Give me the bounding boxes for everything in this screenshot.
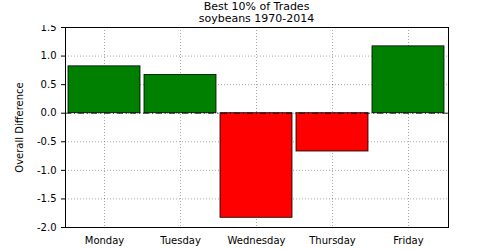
svg-text:0.0: 0.0: [41, 107, 57, 118]
svg-text:-1.0: -1.0: [37, 165, 57, 176]
svg-text:Friday: Friday: [393, 235, 423, 246]
svg-text:Thursday: Thursday: [308, 235, 356, 246]
svg-text:Monday: Monday: [85, 235, 125, 246]
svg-text:Overall Difference: Overall Difference: [14, 82, 25, 172]
svg-text:Wednesday: Wednesday: [228, 235, 286, 246]
svg-text:1.5: 1.5: [41, 25, 57, 33]
svg-text:-2.0: -2.0: [37, 222, 57, 233]
svg-text:-0.5: -0.5: [37, 136, 57, 147]
svg-text:-1.5: -1.5: [37, 193, 57, 204]
html-text:Best 10% of Trades: Best 10% of Trades: [203, 0, 310, 13]
svg-text:Tuesday: Tuesday: [159, 235, 201, 246]
svg-text:1.0: 1.0: [41, 50, 57, 61]
svg-text:0.5: 0.5: [41, 79, 57, 90]
html-text:soybeans 1970-2014: soybeans 1970-2014: [198, 12, 315, 25]
